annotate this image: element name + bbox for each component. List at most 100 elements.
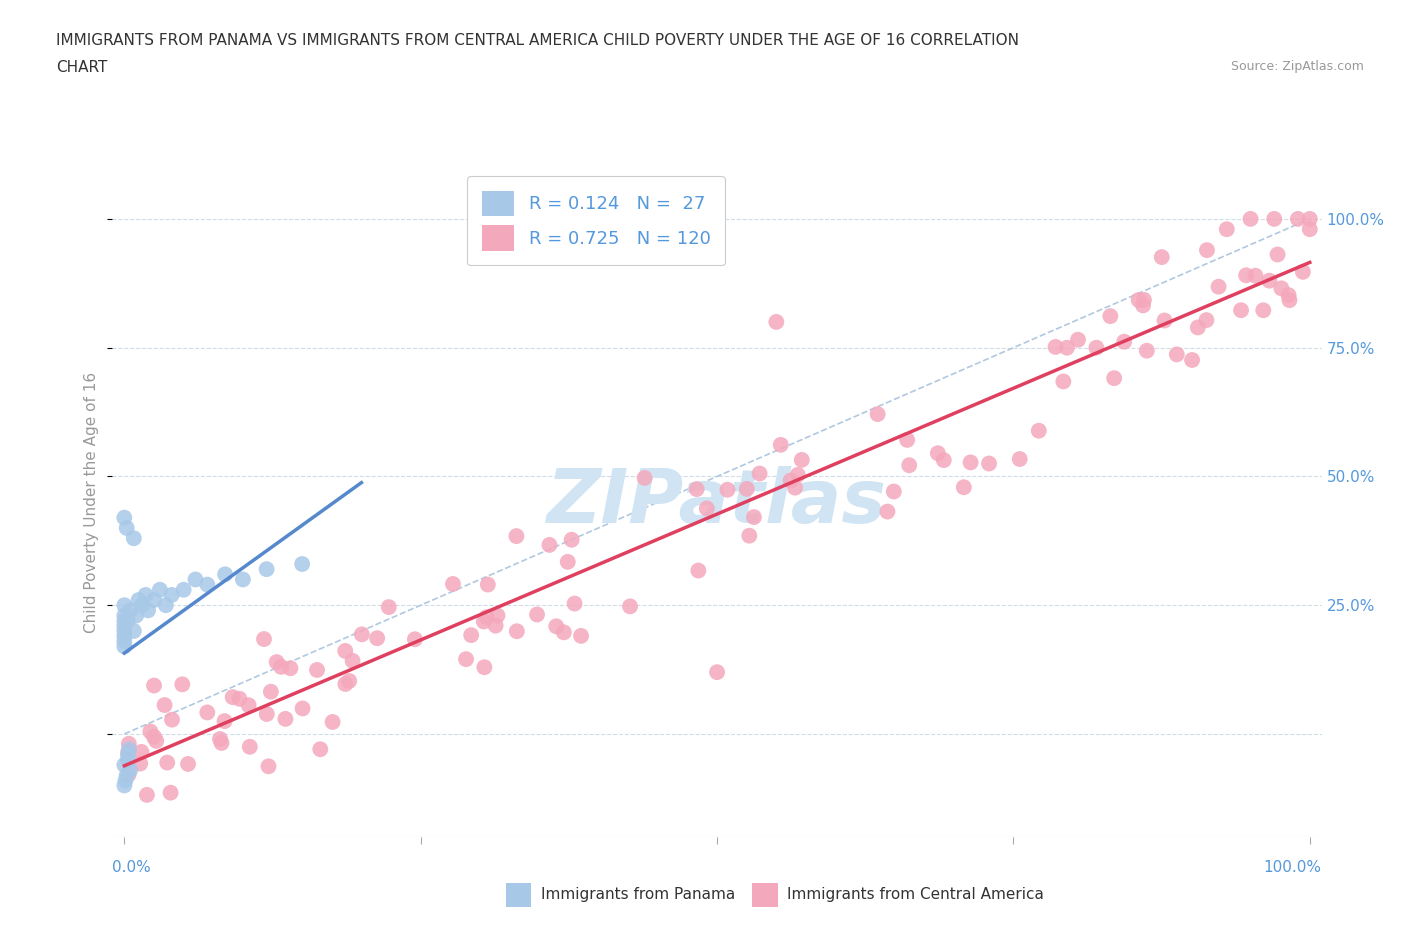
Point [1299,221,1322,236]
Point [378,600,401,615]
Point [117,613,139,628]
Point [564,596,586,611]
Point [472,614,495,629]
Point [125,608,148,623]
Point [366,631,388,645]
Point [139,724,162,739]
Point [765,314,787,329]
Point [742,510,765,525]
Point [1239,211,1261,226]
Point [1195,312,1218,327]
Point [112,634,135,649]
Point [561,532,583,547]
Legend: R = 0.124   N =  27, R = 0.725   N = 120: R = 0.124 N = 27, R = 0.725 N = 120 [467,177,725,265]
Point [475,610,498,625]
Point [633,471,655,485]
Point [211,736,233,751]
Point [505,528,527,543]
Point [685,482,707,497]
Point [112,639,135,654]
Point [1216,221,1239,236]
Point [112,618,135,633]
Text: 0.0%: 0.0% [112,860,152,875]
Point [1181,352,1204,367]
Point [129,756,152,771]
Y-axis label: Child Poverty Under the Age of 16: Child Poverty Under the Age of 16 [84,372,100,632]
Point [117,767,139,782]
Point [569,629,592,644]
Point [322,714,344,729]
Point [738,528,761,543]
Point [1230,303,1253,318]
Point [1251,303,1274,318]
Point [619,599,641,614]
Point [270,659,292,674]
Point [131,744,153,759]
Point [1258,273,1281,288]
Point [927,445,949,460]
Point [1132,298,1154,312]
Point [114,773,136,788]
Point [149,582,172,597]
Point [1277,287,1299,302]
Point [477,578,499,592]
Point [526,607,548,622]
Point [145,734,167,749]
Point [266,655,288,670]
Point [160,712,183,727]
Point [883,485,905,499]
Point [112,613,135,628]
Point [1067,332,1090,347]
Point [688,564,710,578]
Point [155,598,177,613]
Point [177,756,200,771]
Text: ZIPatlas: ZIPatlas [547,466,887,538]
Point [335,644,357,658]
Point [706,665,728,680]
Point [404,631,426,646]
Point [696,501,718,516]
Point [1270,281,1292,296]
Point [112,778,135,793]
Point [115,521,138,536]
Point [117,752,139,767]
Point [122,623,145,638]
Point [1150,249,1173,264]
Point [135,788,157,803]
Point [553,625,575,640]
Point [112,629,135,644]
Point [135,588,157,603]
Point [172,677,194,692]
Point [214,567,236,582]
Point [159,785,181,800]
Point [112,623,135,638]
Point [274,711,297,726]
Point [1267,247,1289,262]
Point [153,698,176,712]
Point [1195,243,1218,258]
Point [239,739,262,754]
Point [256,562,278,577]
Point [485,618,508,633]
Point [117,747,139,762]
Point [783,480,806,495]
Point [143,729,166,744]
Point [173,582,195,597]
Point [1208,279,1230,294]
Point [1244,268,1267,283]
Point [932,453,955,468]
Point [1187,320,1209,335]
Point [896,432,918,447]
Point [1286,211,1309,226]
Point [291,701,314,716]
Point [280,661,302,676]
Point [441,577,464,591]
Text: IMMIGRANTS FROM PANAMA VS IMMIGRANTS FROM CENTRAL AMERICA CHILD POVERTY UNDER TH: IMMIGRANTS FROM PANAMA VS IMMIGRANTS FRO… [56,33,1019,47]
Point [309,742,332,757]
Point [253,631,276,646]
Point [128,592,150,607]
Point [454,652,477,667]
Point [1153,313,1175,328]
Point [160,588,183,603]
Point [1085,340,1108,355]
